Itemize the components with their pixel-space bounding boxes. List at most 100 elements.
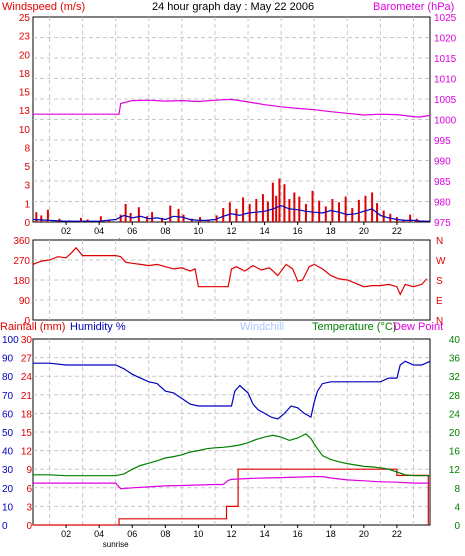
- barometer-tick-label: 985: [434, 177, 451, 188]
- rainfall-tick-label: 9: [26, 465, 32, 476]
- rainfall-tick-label: 18: [21, 409, 33, 420]
- x-tick-label: 06: [127, 529, 137, 539]
- barometer-line: [33, 98, 431, 118]
- windspeed-tick-label: 20: [19, 50, 31, 61]
- wind-gust-bar: [288, 199, 291, 222]
- windspeed-tick-label: 25: [19, 13, 31, 24]
- humidity-tick-label: 50: [2, 428, 14, 439]
- wind-gust-bar: [283, 184, 286, 222]
- windspeed-tick-label: 23: [19, 32, 31, 43]
- barometer-axis-label: Barometer (hPa): [373, 1, 454, 13]
- windspeed-tick-label: 13: [19, 106, 31, 117]
- windspeed-tick-label: 5: [24, 162, 30, 173]
- temperature-tick-label: 12: [449, 465, 461, 476]
- barometer-tick-label: 980: [434, 198, 451, 209]
- compass-label: E: [436, 296, 443, 307]
- x-tick-label: 12: [226, 226, 236, 236]
- rainfall-axis-label: Rainfall (mm): [0, 321, 65, 333]
- rainfall-tick-label: 3: [26, 502, 32, 513]
- wind-speed-line: [32, 204, 430, 222]
- x-tick-label: 04: [94, 529, 104, 539]
- direction-degree-label: 0: [24, 316, 30, 327]
- temperature-tick-label: 4: [454, 502, 460, 513]
- humidity-tick-label: 0: [2, 521, 8, 532]
- wind-gust-bar: [271, 182, 274, 222]
- dewpoint-axis-label: Dew Point: [393, 321, 443, 333]
- temperature-tick-label: 40: [449, 335, 461, 346]
- wind-gust-bar: [364, 195, 367, 222]
- wind-barometer-panel: 0135810131518202325975980985990995100010…: [2, 1, 457, 246]
- barometer-tick-label: 1010: [434, 75, 457, 86]
- wind-gust-bar: [278, 178, 281, 222]
- temperature-humidity-panel: 0369121518212427300102030405060708090100…: [0, 321, 460, 549]
- wind-gust-bar: [199, 217, 202, 222]
- humidity-axis-label: Humidity %: [70, 321, 126, 333]
- grid: [33, 17, 430, 222]
- wind-gust-bar: [371, 192, 374, 222]
- windspeed-tick-label: 18: [19, 69, 31, 80]
- wind-gust-bar: [124, 203, 127, 222]
- x-tick-label: 02: [61, 529, 71, 539]
- windspeed-tick-label: 1: [24, 199, 30, 210]
- wind-gust-bar: [304, 203, 307, 222]
- barometer-tick-label: 995: [434, 136, 451, 147]
- temperature-tick-label: 28: [449, 391, 461, 402]
- rainfall-tick-label: 6: [26, 484, 32, 495]
- grid: [33, 240, 430, 320]
- humidity-tick-label: 40: [2, 447, 14, 458]
- wind-gust-bar: [298, 196, 301, 222]
- rainfall-tick-label: 24: [21, 372, 33, 383]
- wind-gust-bar: [409, 214, 412, 222]
- barometer-tick-label: 1005: [434, 95, 457, 106]
- temperature-line: [33, 433, 430, 477]
- compass-label: S: [436, 276, 443, 287]
- rainfall-tick-label: 12: [21, 447, 33, 458]
- humidity-tick-label: 60: [2, 409, 14, 420]
- wind-gust-bar: [119, 214, 122, 222]
- compass-label: W: [436, 256, 446, 267]
- barometer-tick-label: 1015: [434, 54, 457, 65]
- wind-gust-bar: [242, 197, 245, 222]
- windspeed-tick-label: 10: [19, 125, 31, 136]
- wind-gust-bar: [40, 215, 43, 222]
- x-tick-label: 20: [359, 226, 369, 236]
- direction-degree-label: 180: [13, 276, 30, 287]
- wind-gust-bar: [235, 208, 238, 222]
- x-tick-label: 02: [61, 226, 71, 236]
- humidity-tick-label: 90: [2, 354, 14, 365]
- x-tick-label: 16: [293, 226, 303, 236]
- rainfall-tick-label: 27: [21, 354, 33, 365]
- wind-gust-bar: [169, 205, 172, 222]
- direction-degree-label: 360: [13, 236, 30, 247]
- barometer-tick-label: 1025: [434, 13, 457, 24]
- tick-labels: 0135810131518202325975980985990995100010…: [19, 13, 457, 246]
- dew-point-line: [33, 476, 430, 490]
- humidity-tick-label: 100: [2, 335, 19, 346]
- wind-gust-bar: [46, 209, 49, 222]
- wind-gust-bar: [35, 212, 38, 222]
- wind-gust-bar: [137, 207, 140, 222]
- temperature-tick-label: 0: [454, 521, 460, 532]
- barometer-tick-label: 1020: [434, 34, 457, 45]
- humidity-tick-label: 70: [2, 391, 14, 402]
- barometer-tick-label: 975: [434, 218, 451, 229]
- x-tick-label: 18: [326, 529, 336, 539]
- wind-gust-bar: [324, 206, 327, 222]
- wind-gust-bar: [351, 208, 354, 222]
- temperature-tick-label: 32: [449, 372, 461, 383]
- humidity-line: [33, 360, 431, 420]
- humidity-tick-label: 10: [2, 502, 14, 513]
- temperature-tick-label: 16: [449, 447, 461, 458]
- tick-labels: 0369121518212427300102030405060708090100…: [2, 335, 460, 549]
- wind-gust-bar: [182, 214, 185, 222]
- wind-gust-bar: [344, 196, 347, 222]
- wind-gust-bar: [275, 195, 278, 222]
- wind-gust-bar: [99, 216, 102, 222]
- windspeed-axis-label: Windspeed (m/s): [2, 1, 85, 13]
- windspeed-tick-label: 0: [24, 218, 30, 229]
- temperature-tick-label: 24: [449, 409, 461, 420]
- x-tick-label: 14: [260, 226, 270, 236]
- humidity-tick-label: 80: [2, 372, 14, 383]
